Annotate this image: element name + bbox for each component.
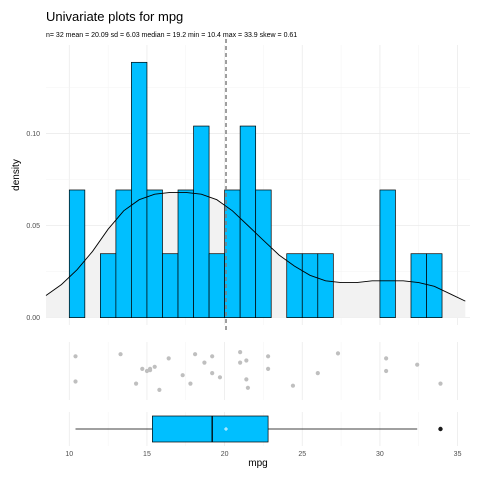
jitter-point: [157, 387, 162, 392]
histogram-bar: [426, 253, 443, 318]
histogram-bar: [68, 189, 86, 318]
jitter-point: [290, 383, 296, 388]
jitter-point: [438, 381, 443, 386]
chart-title: Univariate plots for mpg: [46, 9, 183, 24]
jitter-point: [265, 354, 271, 359]
jitter-point: [166, 356, 171, 361]
density-curve: [45, 191, 466, 302]
jitter-point: [192, 352, 198, 357]
histogram-bar: [239, 125, 257, 318]
jitter-point: [73, 354, 78, 359]
histogram-bar: [177, 189, 194, 318]
x-tick-label: 35: [454, 451, 462, 458]
histogram-bars: [68, 61, 443, 318]
jitter-point: [384, 356, 389, 361]
histogram-bar: [317, 253, 334, 318]
jitter-point: [210, 354, 215, 359]
x-tick-label: 30: [376, 451, 384, 458]
histogram-bar: [286, 253, 303, 318]
histogram-bar: [162, 253, 179, 318]
x-tick-label: 15: [143, 451, 151, 458]
jitter-point: [188, 381, 193, 386]
jitter-point: [315, 371, 320, 376]
y-tick-label: 0.00: [26, 315, 40, 322]
jitter-point: [244, 358, 249, 363]
histogram-bar: [146, 189, 163, 318]
histogram-bar: [193, 125, 210, 318]
jitter-point: [238, 360, 243, 365]
outlier-point: [438, 426, 443, 432]
histogram-bar: [379, 189, 396, 318]
jitter-point: [202, 360, 207, 365]
jitter-point: [118, 352, 123, 357]
iqr-box: [152, 415, 269, 443]
jitter-point: [384, 368, 389, 374]
jitter-point: [245, 385, 251, 390]
histogram-bar: [255, 189, 272, 318]
histogram-bar: [224, 189, 241, 318]
histogram-bar: [208, 253, 225, 318]
jitter-point: [147, 368, 153, 373]
histogram-bar: [410, 253, 427, 318]
jitter-point: [238, 350, 243, 355]
jitter-points: [73, 350, 443, 392]
jitter-point: [210, 371, 215, 376]
x-axis-title: mpg: [248, 458, 267, 469]
jitter-point: [180, 373, 185, 378]
histogram-bar: [100, 253, 117, 318]
y-tick-label: 0.05: [26, 223, 40, 230]
histogram-bar: [131, 61, 148, 318]
jitter-point: [265, 366, 271, 371]
x-tick-label: 25: [298, 451, 306, 458]
y-tick-label: 0.10: [26, 131, 40, 138]
jitter-point: [335, 351, 341, 356]
histogram-bar: [301, 253, 319, 318]
jitter-point: [73, 379, 78, 384]
histogram-bar: [115, 189, 132, 318]
jitter-point: [217, 375, 223, 380]
density-curve-line: [45, 191, 466, 302]
jitter-point: [415, 362, 420, 367]
jitter-point: [133, 381, 139, 386]
x-tick-label: 20: [221, 451, 229, 458]
x-tick-label: 10: [65, 451, 73, 458]
jitter-point: [140, 366, 145, 371]
jitter-point: [244, 377, 249, 382]
axis-ticks: 10 15 20 25 30 35 0.00 0.05 0.10: [26, 131, 461, 458]
y-axis-title: density: [11, 159, 22, 191]
chart-subtitle: n= 32 mean = 20.09 sd = 6.03 median = 19…: [46, 32, 297, 39]
boxplot: [75, 415, 443, 443]
jitter-point: [152, 364, 157, 369]
